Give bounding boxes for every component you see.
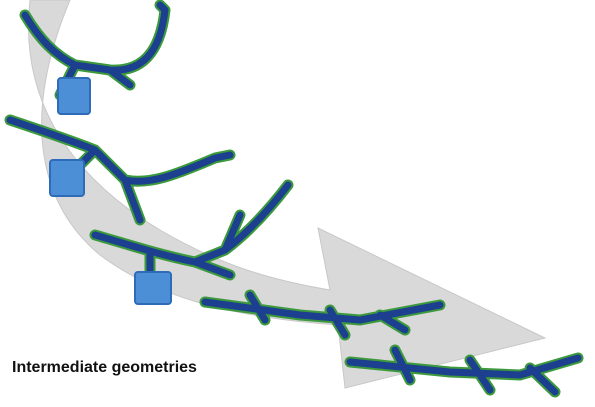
molecule-geometry <box>199 289 446 341</box>
molecule-geometry <box>344 344 584 398</box>
molecule-geometry <box>4 114 236 226</box>
molecule-geometry <box>19 0 171 115</box>
figure-label: Intermediate geometries <box>12 359 197 376</box>
molecule-geometry <box>89 179 294 305</box>
